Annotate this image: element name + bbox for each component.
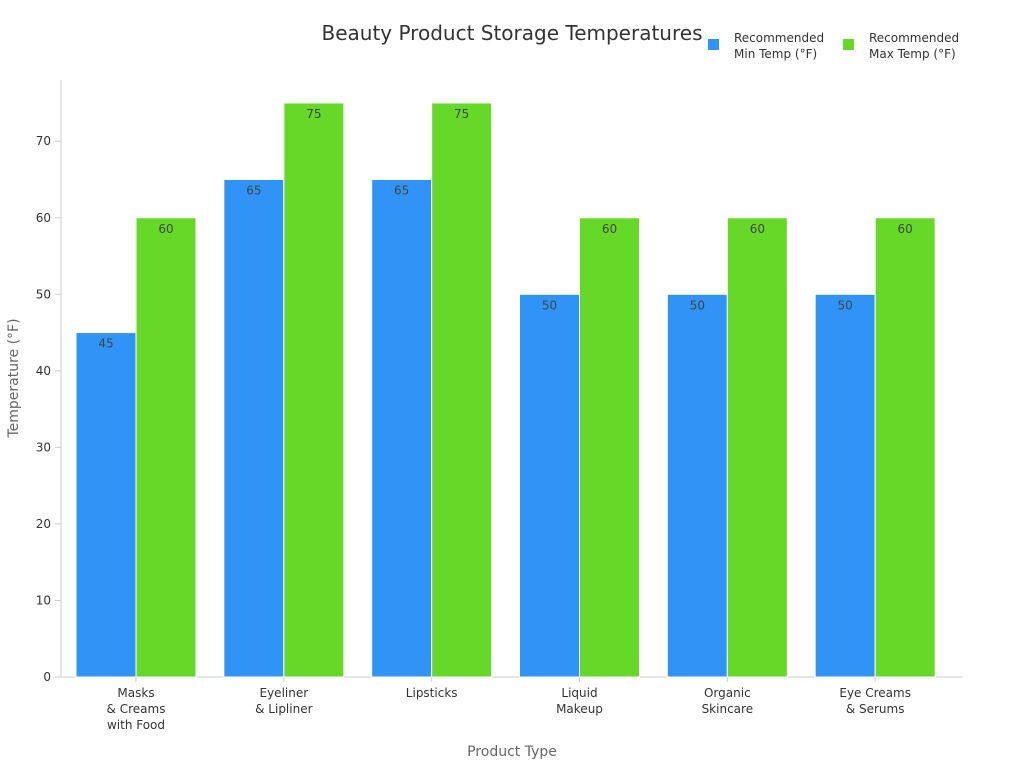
- x-category-label: Eyeliner & Lipliner: [255, 686, 312, 716]
- bar-value-label: 60: [602, 222, 617, 236]
- legend-label: Recommended Min Temp (°F): [734, 31, 824, 61]
- bar: [814, 293, 876, 678]
- x-axis-title: Product Type: [467, 744, 557, 760]
- bar: [579, 217, 640, 678]
- bars: 45 60 65 75 65 75 50 60 50 60 50 60: [75, 102, 936, 678]
- x-category-label: Lipsticks: [406, 686, 458, 700]
- legend-swatch: [708, 39, 719, 50]
- legend-swatch: [843, 39, 854, 50]
- bar: [431, 102, 493, 678]
- y-tick-label: 20: [36, 517, 51, 531]
- bar-value-label: 65: [246, 184, 261, 198]
- y-tick-label: 30: [36, 440, 51, 454]
- bar: [75, 332, 137, 678]
- y-tick-label: 10: [36, 593, 51, 607]
- y-tick-label: 0: [43, 670, 51, 684]
- bar-value-label: 75: [306, 107, 321, 121]
- bar-value-label: 50: [542, 298, 557, 312]
- bar-value-label: 50: [838, 298, 853, 312]
- bar-value-label: 60: [750, 222, 765, 236]
- y-axis-title: Temperature (°F): [6, 318, 22, 438]
- bar-value-label: 60: [898, 222, 913, 236]
- x-category-label: Eye Creams & Serums: [839, 686, 911, 716]
- bar-value-label: 65: [394, 184, 409, 198]
- y-tick-label: 50: [36, 287, 51, 301]
- bar: [283, 102, 345, 678]
- legend-label: Recommended Max Temp (°F): [869, 31, 959, 61]
- x-category-label: Organic Skincare: [702, 686, 754, 716]
- y-tick-label: 70: [36, 134, 51, 148]
- chart-title: Beauty Product Storage Temperatures: [321, 21, 702, 45]
- bar: [666, 293, 728, 678]
- bar: [519, 293, 580, 678]
- bar-value-label: 50: [690, 298, 705, 312]
- y-tick-label: 60: [36, 211, 51, 225]
- bar: [874, 217, 936, 678]
- bar: [223, 179, 285, 678]
- x-axis-categories: Masks & Creams with Food Eyeliner & Lipliner…: [107, 677, 911, 732]
- legend: Recommended Min Temp (°F) Recommended Max T…: [708, 31, 959, 61]
- x-category-label: Masks & Creams with Food: [107, 686, 166, 732]
- bar: [371, 179, 433, 678]
- bar-value-label: 75: [454, 107, 469, 121]
- bar-value-label: 60: [158, 222, 173, 236]
- bar: [135, 217, 197, 678]
- x-category-label: Liquid Makeup: [556, 686, 603, 716]
- bar: [726, 217, 788, 678]
- y-axis-ticks: 0 10 20 30 40 50 60 70: [36, 134, 61, 684]
- bar-value-label: 45: [98, 337, 113, 351]
- y-tick-label: 40: [36, 364, 51, 378]
